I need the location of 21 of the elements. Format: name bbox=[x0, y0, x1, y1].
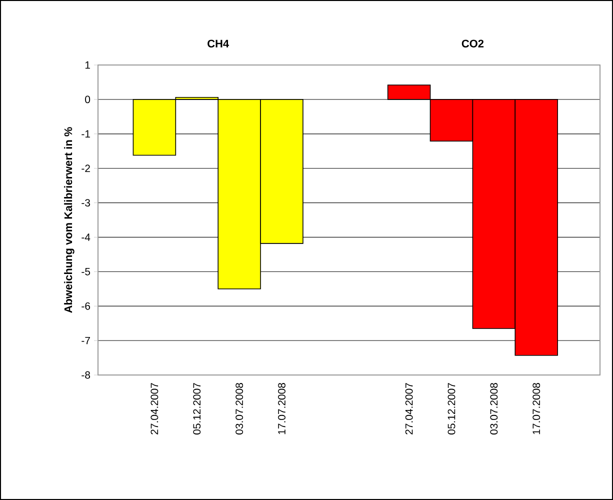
x-tick-label: 17.07.2008 bbox=[278, 382, 286, 434]
y-axis-title: Abweichung vom Kalibrierwert in % bbox=[64, 127, 74, 313]
x-tick-label: 17.07.2008 bbox=[532, 382, 540, 434]
y-tick-label: 1 bbox=[85, 61, 90, 69]
y-tick-label: -8 bbox=[82, 371, 90, 379]
y-tick-label: -4 bbox=[82, 234, 90, 241]
text: CO2 bbox=[462, 40, 484, 48]
y-tick-label: -3 bbox=[82, 199, 90, 206]
y-tick-label: -7 bbox=[82, 336, 90, 344]
x-tick-label: 05.12.2007 bbox=[448, 383, 456, 434]
x-tick-label: 27.04.2007 bbox=[150, 383, 158, 434]
x-tick-label: 27.04.2007 bbox=[405, 383, 413, 434]
y-tick-label: -6 bbox=[82, 302, 90, 310]
y-tick-label: -2 bbox=[82, 164, 90, 172]
y-tick-label: -1 bbox=[82, 130, 90, 138]
y-tick-label: -5 bbox=[82, 268, 90, 276]
x-tick-label: 05.12.2007 bbox=[193, 383, 201, 434]
y-tick-label: 0 bbox=[85, 96, 90, 104]
x-tick-label: 03.07.2008 bbox=[236, 382, 244, 434]
text: CH4 bbox=[208, 40, 229, 48]
x-tick-label: 03.07.2008 bbox=[490, 382, 498, 434]
